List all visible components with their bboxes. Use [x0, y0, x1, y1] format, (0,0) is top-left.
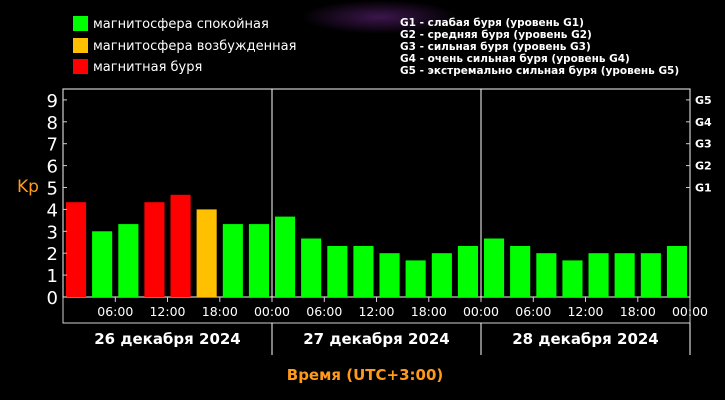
- kp-bar: [248, 224, 269, 297]
- x-axis: 06:00 12:00 18:00 00:00 06:00 12:00 18:00 00:00…: [94, 297, 708, 348]
- kp-bar: [222, 224, 243, 297]
- kp-bar: [301, 238, 322, 297]
- legend-label-quiet: магнитосфера спокойная: [93, 17, 269, 32]
- kp-bar: [431, 253, 452, 297]
- x-tick-label: 18:00: [202, 304, 238, 319]
- x-tick-label: 12:00: [567, 304, 603, 319]
- kp-bar: [379, 253, 400, 297]
- date-label: 26 декабря 2024: [94, 330, 241, 348]
- x-tick-label: 06:00: [97, 304, 133, 319]
- legend-swatch-quiet: [73, 16, 88, 31]
- storm-level-g4: G4 - очень сильная буря (уровень G4): [400, 53, 630, 65]
- kp-bar: [536, 253, 557, 297]
- kp-bar: [92, 231, 113, 297]
- x-tick-label: 12:00: [358, 304, 394, 319]
- kp-bar: [666, 246, 687, 297]
- y-tick-label: 2: [47, 244, 58, 265]
- kp-bar: [144, 202, 165, 297]
- x-tick-label: 00:00: [672, 304, 708, 319]
- kp-bar: [510, 246, 531, 297]
- x-tick-label: 06:00: [306, 304, 342, 319]
- y-tick-label: 5: [47, 179, 58, 200]
- storm-level-tick-label: G4: [695, 116, 712, 129]
- storm-level-g3: G3 - сильная буря (уровень G3): [400, 41, 591, 53]
- x-tick-label: 18:00: [411, 304, 447, 319]
- legend-item-excited: магнитосфера возбужденная: [73, 38, 296, 56]
- storm-level-tick-label: G5: [695, 94, 712, 107]
- y-tick-label: 6: [47, 157, 58, 178]
- x-tick-label: 00:00: [463, 304, 499, 319]
- storm-level-tick-label: G2: [695, 160, 712, 173]
- y-axis-title: Kp: [17, 177, 39, 197]
- y-tick-label: 9: [47, 91, 58, 112]
- legend-item-quiet: магнитосфера спокойная: [73, 16, 269, 34]
- storm-level-g5: G5 - экстремально сильная буря (уровень …: [400, 65, 680, 77]
- kp-bar: [614, 253, 635, 297]
- y-tick-label: 7: [47, 135, 58, 156]
- x-tick-label: 12:00: [149, 304, 185, 319]
- kp-bar: [170, 194, 191, 297]
- background-glow: [300, 0, 460, 34]
- kp-bar: [405, 260, 426, 297]
- legend-swatch-storm: [73, 59, 88, 74]
- storm-level-g1: G1 - слабая буря (уровень G1): [400, 17, 584, 29]
- y-tick-label: 8: [47, 113, 58, 134]
- storm-level-tick-label: G3: [695, 138, 712, 151]
- legend-label-storm: магнитная буря: [93, 60, 203, 75]
- chart-gridlines: [271, 89, 691, 355]
- kp-bar: [196, 209, 217, 297]
- y-tick-label: 4: [47, 200, 58, 221]
- kp-bar: [588, 253, 609, 297]
- kp-bar: [484, 238, 505, 297]
- kp-bar: [457, 246, 478, 297]
- x-tick-label: 00:00: [254, 304, 290, 319]
- y-tick-label: 1: [47, 266, 58, 287]
- y-tick-label: 3: [47, 222, 58, 243]
- kp-bar: [562, 260, 583, 297]
- kp-bar: [118, 224, 139, 297]
- x-axis-title: Время (UTC+3:00): [287, 366, 443, 384]
- kp-bar: [640, 253, 661, 297]
- legend-item-storm: магнитная буря: [73, 59, 202, 77]
- x-tick-label: 06:00: [515, 304, 551, 319]
- x-tick-label: 18:00: [620, 304, 656, 319]
- kp-bar: [327, 246, 348, 297]
- legend-label-excited: магнитосфера возбужденная: [93, 39, 297, 54]
- storm-level-tick-label: G1: [695, 182, 712, 195]
- storm-level-g2: G2 - средняя буря (уровень G2): [400, 29, 592, 41]
- kp-bar: [353, 246, 374, 297]
- kp-bar: [66, 202, 87, 297]
- storm-level-axis: G1 G2 G3 G4 G5: [686, 94, 712, 195]
- date-label: 28 декабря 2024: [512, 330, 659, 348]
- y-tick-label: 0: [47, 288, 58, 309]
- kp-bar: [275, 216, 296, 297]
- date-label: 27 декабря 2024: [303, 330, 450, 348]
- legend-swatch-excited: [73, 38, 88, 53]
- chart-bars: [66, 194, 687, 297]
